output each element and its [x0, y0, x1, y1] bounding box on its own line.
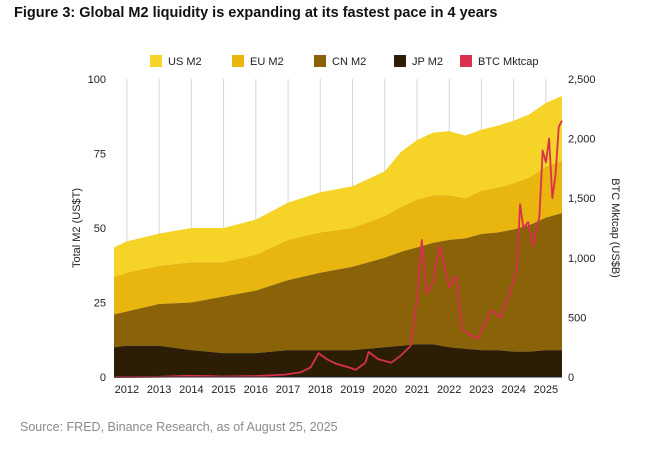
legend-swatch — [232, 55, 244, 67]
x-tick-label: 2022 — [437, 384, 461, 396]
x-tick-label: 2020 — [372, 384, 396, 396]
x-tick-label: 2016 — [244, 384, 268, 396]
y2-tick-label: 500 — [568, 312, 586, 324]
x-tick-label: 2024 — [501, 384, 525, 396]
y-tick-label: 50 — [94, 223, 106, 235]
x-tick-label: 2017 — [276, 384, 300, 396]
y-tick-label: 75 — [94, 149, 106, 161]
x-tick-label: 2014 — [179, 384, 203, 396]
legend-label: US M2 — [168, 56, 202, 68]
y2-tick-label: 2,500 — [568, 74, 596, 86]
legend: US M2 EU M2 CN M2 JP M2 BTC Mktcap — [150, 55, 539, 68]
area-eu-m2 — [114, 160, 562, 315]
area-jp-m2 — [114, 344, 562, 377]
chart-title: Figure 3: Global M2 liquidity is expandi… — [14, 5, 498, 21]
legend-label: EU M2 — [250, 56, 284, 68]
x-tick-label: 2013 — [147, 384, 171, 396]
x-tick-label: 2021 — [405, 384, 429, 396]
series-btc-mktcap-line — [113, 120, 563, 378]
x-tick-label: 2012 — [115, 384, 139, 396]
y-tick-label: 100 — [88, 74, 106, 86]
legend-swatch — [314, 55, 326, 67]
legend-swatch — [150, 55, 162, 67]
areas — [114, 95, 562, 377]
x-tick-label: 2019 — [340, 384, 364, 396]
legend-swatch — [460, 55, 472, 67]
area-us-m2 — [114, 95, 562, 278]
y2-axis-label: BTC Mktcap (US$B) — [609, 178, 621, 278]
legend-label: JP M2 — [412, 56, 443, 68]
legend-label: CN M2 — [332, 56, 366, 68]
x-tick-label: 2015 — [211, 384, 235, 396]
y-axis-label: Total M2 (US$T) — [71, 188, 83, 268]
y2-tick-label: 1,500 — [568, 193, 596, 205]
y2-tick-label: 1,000 — [568, 253, 596, 265]
btc-line-layer — [113, 120, 563, 378]
axes: 2012 2013 2014 2015 2016 2017 2018 2019 2020 2021… — [88, 74, 596, 396]
legend-label: BTC Mktcap — [478, 56, 539, 68]
area-cn-m2 — [114, 213, 562, 354]
x-tick-label: 2025 — [534, 384, 558, 396]
y2-tick-label: 0 — [568, 372, 574, 384]
legend-swatch — [394, 55, 406, 67]
source-note: Source: FRED, Binance Research, as of Au… — [20, 420, 338, 434]
x-tick-label: 2023 — [469, 384, 493, 396]
x-tick-label: 2018 — [308, 384, 332, 396]
y-tick-label: 25 — [94, 298, 106, 310]
y-tick-label: 0 — [100, 372, 106, 384]
y2-tick-label: 2,000 — [568, 134, 596, 146]
